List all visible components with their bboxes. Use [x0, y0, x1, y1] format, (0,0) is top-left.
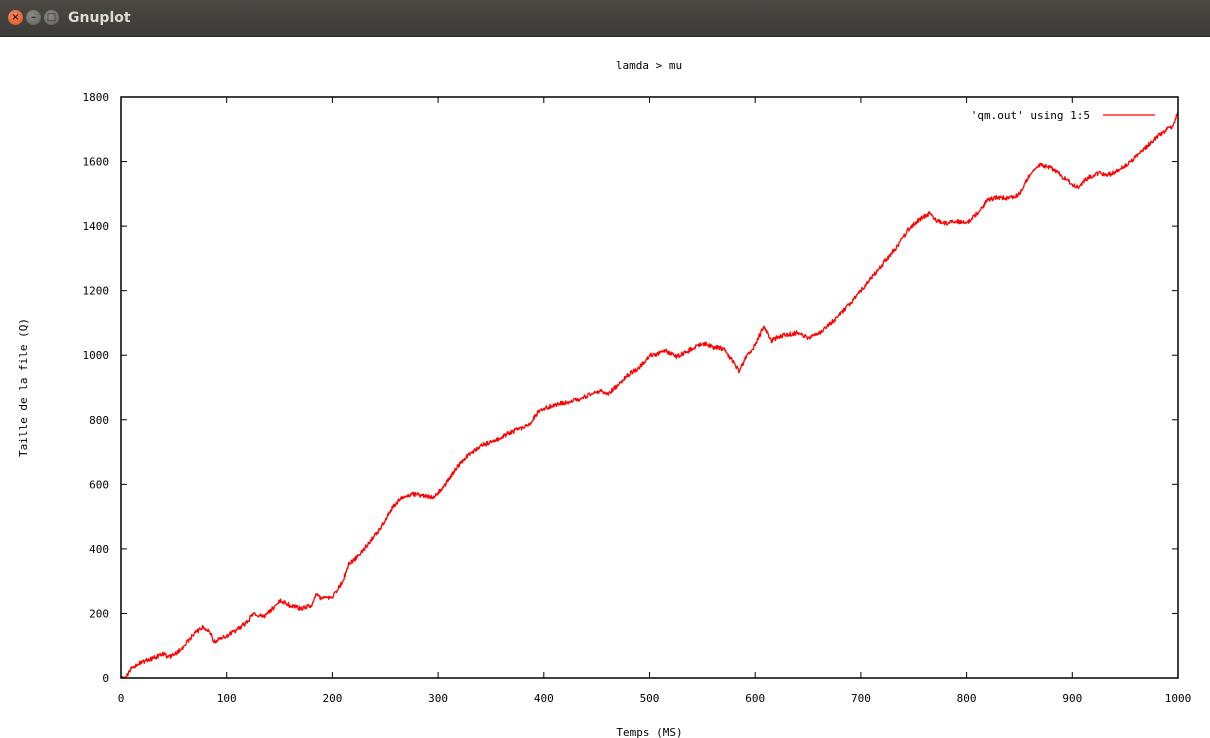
- y-tick-label: 1200: [83, 285, 110, 298]
- x-tick-label: 500: [640, 692, 660, 705]
- y-tick-label: 1000: [83, 349, 110, 362]
- x-tick-label: 700: [851, 692, 871, 705]
- x-tick-label: 0: [118, 692, 125, 705]
- close-window-button[interactable]: ×: [8, 10, 23, 25]
- y-axis-label: Taille de la file (Q): [17, 318, 30, 457]
- x-tick-label: 200: [322, 692, 342, 705]
- y-tick-label: 0: [102, 672, 109, 685]
- x-tick-label: 400: [534, 692, 554, 705]
- x-tick-label: 1000: [1165, 692, 1192, 705]
- x-tick-label: 800: [957, 692, 977, 705]
- y-tick-label: 800: [89, 414, 109, 427]
- y-tick-label: 400: [89, 543, 109, 556]
- chart-title: lamda > mu: [616, 59, 682, 72]
- y-tick-label: 1800: [83, 91, 110, 104]
- x-tick-label: 100: [217, 692, 237, 705]
- x-tick-labels: 0 100 200 300 400 500 600 700 800 900 1000: [118, 692, 1192, 705]
- y-tick-labels: 0 200 400 600 800 1000 1200 1400 1600 1800: [83, 91, 110, 685]
- y-tick-label: 600: [89, 478, 109, 491]
- x-axis-label: Temps (MS): [616, 726, 682, 738]
- x-tick-label: 900: [1062, 692, 1082, 705]
- minimize-window-button[interactable]: –: [26, 10, 41, 25]
- y-tick-label: 200: [89, 607, 109, 620]
- legend-label: 'qm.out' using 1:5: [971, 109, 1090, 122]
- plot-canvas: lamda > mu 02004006008001000120014001600…: [17, 59, 1192, 738]
- chart-legend: 'qm.out' using 1:5: [971, 109, 1155, 122]
- series-line: [120, 112, 1179, 679]
- window-title: Gnuplot: [68, 10, 131, 26]
- window-titlebar: × – □ Gnuplot: [0, 0, 1210, 37]
- axis-ticks: [120, 96, 1179, 679]
- maximize-window-button[interactable]: □: [44, 10, 59, 25]
- y-tick-label: 1400: [83, 220, 110, 233]
- x-tick-label: 600: [745, 692, 765, 705]
- x-tick-label: 300: [428, 692, 448, 705]
- y-tick-label: 1600: [83, 156, 110, 169]
- plot-frame: [120, 96, 1179, 679]
